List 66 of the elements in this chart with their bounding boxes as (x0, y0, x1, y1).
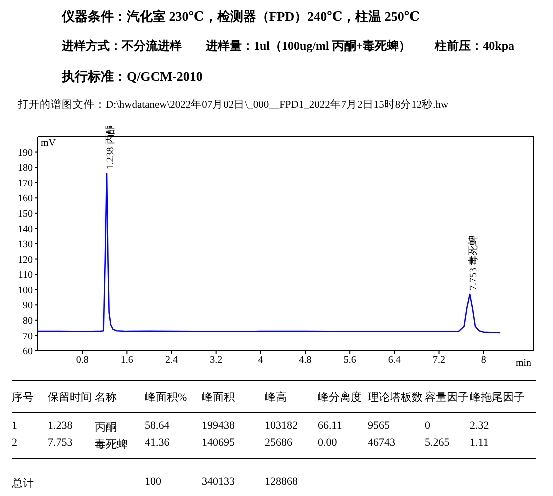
text: 执行标准：Q/GCM-2010 (62, 68, 203, 86)
x-tick-label: 4.8 (299, 355, 312, 366)
x-tick-label: 3.2 (210, 355, 223, 366)
text: 199438 (202, 420, 235, 432)
text: 103182 (265, 420, 298, 432)
x-tick-label: 7.2 (433, 355, 446, 366)
text: 41.36 (145, 437, 170, 449)
x-tick-label: 8 (481, 355, 486, 366)
text: 140695 (202, 437, 235, 449)
y-axis-title: mV (41, 138, 56, 149)
x-axis-title: min (516, 358, 532, 369)
y-tick-label: 180 (18, 163, 33, 174)
chart-subtitle: 进样方式：不分流进样 进样量：1ul（100ug/ml 丙酮+毒死蜱） 柱前压：40kpa (62, 38, 515, 55)
x-tick-label: 4 (258, 355, 264, 366)
y-tick-label: 160 (18, 194, 33, 205)
y-tick-label: 100 (18, 285, 33, 296)
text: 7.753 (48, 437, 73, 449)
text: 9565 (368, 420, 390, 432)
y-tick-label: 90 (23, 300, 33, 312)
text: 1 (12, 420, 18, 432)
y-tick-label: 190 (18, 148, 33, 159)
y-tick-label: 170 (18, 178, 33, 190)
x-tick-label: 1.6 (120, 355, 134, 366)
y-tick-label: 110 (18, 270, 33, 282)
annotation: 7.753 毒死蜱 (467, 235, 480, 290)
text: 理论塔板数 (368, 391, 423, 405)
text: 名称 (95, 391, 117, 405)
y-tick-label: 80 (23, 316, 33, 327)
text: 序号 (12, 390, 34, 405)
text: 峰拖尾因子 (470, 391, 525, 405)
text: 1.11 (470, 437, 489, 449)
text: 340133 (202, 476, 235, 488)
text: 峰面积% (145, 391, 188, 405)
chart-title: 仪器条件：汽化室 230℃，检测器（FPD）240℃，柱温 250℃ (62, 8, 420, 26)
text: 1.238 (48, 420, 73, 432)
text: 100 (145, 476, 162, 488)
line-series (38, 173, 502, 334)
text: 25686 (265, 437, 292, 449)
text: 66.11 (318, 420, 342, 432)
text: 2 (12, 437, 18, 449)
y-tick-label: 130 (18, 240, 33, 251)
x-tick-label: 6.4 (388, 355, 401, 366)
text: 丙酮 (95, 421, 117, 435)
text: 保留时间 (48, 391, 92, 405)
x-tick-label: 2.4 (166, 355, 178, 366)
text: 0 (425, 420, 430, 432)
text: 128868 (265, 476, 298, 488)
x-tick-label: 5.6 (344, 355, 356, 366)
text: 打开的谱图文件：D:\hwdatanew\2022年07月02日\_000__FPD1_2022年7月2日15时8分12秒.hw (18, 98, 449, 112)
y-tick-label: 70 (23, 331, 33, 342)
text: 峰分离度 (318, 390, 362, 405)
y-tick-label: 140 (18, 224, 33, 236)
y-tick-label: 60 (23, 346, 33, 358)
text: 峰面积 (202, 391, 235, 405)
text: 0.00 (318, 437, 338, 449)
y-tick-label: 150 (18, 208, 33, 220)
text: 毒死蜱 (95, 438, 128, 452)
y-tick-label: 120 (18, 254, 33, 266)
text: 容量因子 (425, 390, 469, 405)
text: 峰高 (265, 390, 287, 405)
text: 2.32 (470, 420, 490, 432)
text: 58.64 (145, 420, 170, 432)
text: 5.265 (425, 437, 450, 449)
text: 46743 (368, 437, 396, 449)
text: 总计 (12, 477, 34, 491)
x-tick-label: 0.8 (76, 355, 89, 366)
